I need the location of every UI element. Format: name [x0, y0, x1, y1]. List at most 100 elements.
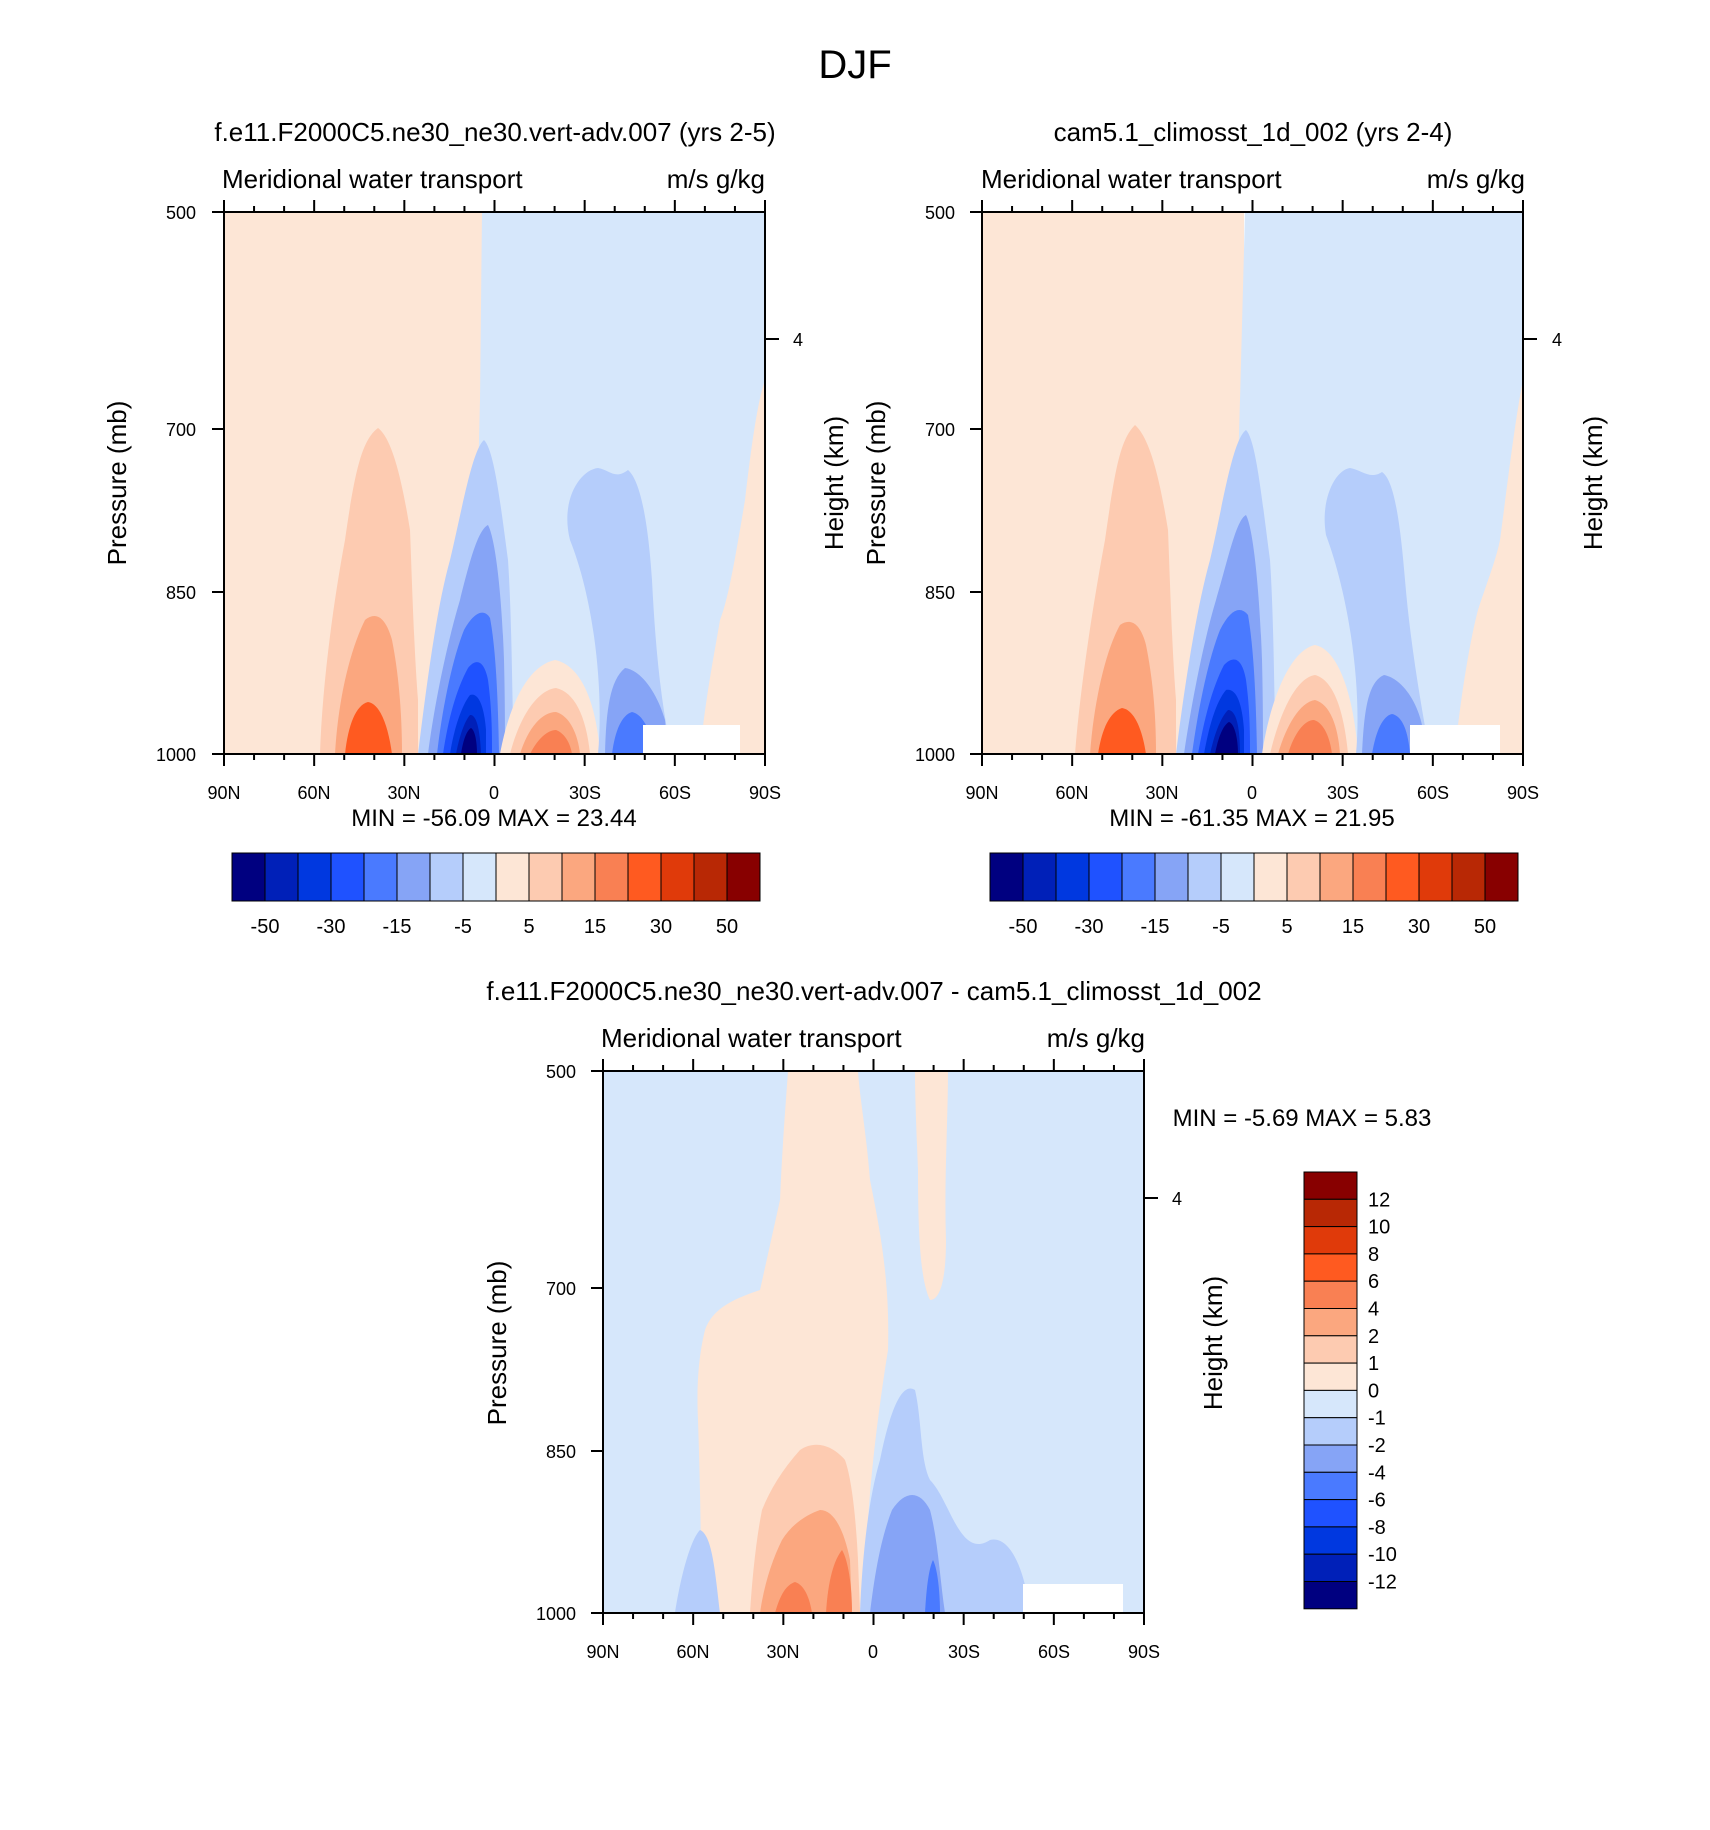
colorbar-1-swatch	[594, 852, 629, 902]
panel-2-plot	[981, 211, 1524, 755]
colorbar-1-swatch	[264, 852, 299, 902]
colorbar-1-swatch	[231, 852, 266, 902]
colorbar-2-swatch	[1418, 852, 1453, 902]
panel-2-contour-neg-7	[1215, 722, 1238, 754]
panel-2-xtick-6: 90S	[1507, 783, 1539, 803]
panel-2-right-label: m/s g/kg	[1427, 164, 1525, 194]
colorbar-3-swatch	[1303, 1444, 1358, 1473]
colorbar-1-label: -30	[317, 916, 346, 938]
panel-1-plot	[223, 211, 766, 755]
colorbar-1-swatch	[693, 852, 728, 902]
colorbar-1-swatch	[495, 852, 530, 902]
panel-3-contour-neg-2	[870, 1495, 945, 1613]
colorbar-2-swatch	[1319, 852, 1354, 902]
colorbar-3-swatch	[1303, 1171, 1358, 1200]
panel-1-xtick-6: 90S	[749, 783, 781, 803]
colorbar-3-label: 6	[1368, 1271, 1379, 1293]
panel-3-min-max: MIN = -5.69 MAX = 5.83	[1173, 1105, 1432, 1132]
panel-2-xtick-1: 60N	[1055, 783, 1088, 803]
panel-2-mask	[1410, 725, 1500, 754]
panel-3-ytick-right-0: 4	[1172, 1189, 1182, 1209]
colorbar-3-label: 8	[1368, 1244, 1379, 1266]
colorbar-3-label: 0	[1368, 1380, 1379, 1402]
colorbar-2-swatch	[1220, 852, 1255, 902]
panel-2-contour-neg-8	[1324, 468, 1430, 754]
colorbar-3-label: -12	[1368, 1572, 1397, 1594]
colorbar-3-label: 10	[1368, 1217, 1390, 1239]
panel-2-xtick-0: 90N	[965, 783, 998, 803]
panel-2-contour-pos-3	[1098, 708, 1146, 754]
panel-3-xtick-2: 30N	[766, 1642, 799, 1662]
colorbar-2-swatch	[989, 852, 1024, 902]
colorbar-2-swatch	[1055, 852, 1090, 902]
panel-1-ytick-1: 700	[166, 420, 196, 440]
colorbar-1-swatch	[396, 852, 431, 902]
panel-2-xticks: 90N 60N 30N 0 30S 60S 90S	[965, 783, 1539, 803]
colorbar-2-label: 50	[1474, 916, 1496, 938]
colorbar-3-swatch	[1303, 1198, 1358, 1228]
colorbars: -50 -30 -15 -5 5 15 30 50 -50 -30 -15 -5 5 15 30 501210…	[231, 852, 1519, 1610]
panel-2-ytick-2: 850	[925, 583, 955, 603]
colorbar-2-label: 5	[1281, 916, 1292, 938]
panel-3-plot	[602, 1070, 1145, 1614]
panel-1-ytick-2: 850	[166, 583, 196, 603]
panel-2-ytick-right-0: 4	[1552, 330, 1562, 350]
colorbar-1-swatch	[429, 852, 464, 902]
colorbar-2-label: -5	[1212, 916, 1230, 938]
panel-3-yticks: 500 700 850 1000 4	[536, 1062, 1182, 1624]
panel-3-ytick-0: 500	[546, 1062, 576, 1082]
colorbar-2-swatch	[1121, 852, 1156, 902]
panel-3-contour-neg-4	[675, 1530, 720, 1613]
colorbar-3-swatch	[1303, 1526, 1358, 1555]
colorbar-2-swatch	[1352, 852, 1387, 902]
panel-1-xtick-4: 30S	[569, 783, 601, 803]
panel-2-yticks: 500 700 850 1000 4	[915, 203, 1562, 765]
colorbar-1-swatch	[462, 852, 497, 902]
panel-1-contour-neg-7	[461, 728, 477, 754]
panel-3: f.e11.F2000C5.ne30_ne30.vert-adv.007 - c…	[482, 976, 1431, 1662]
colorbar-3-label: -1	[1368, 1408, 1386, 1430]
panel-1-ytick-right-0: 4	[793, 330, 803, 350]
panel-2-contour-pos-8	[1455, 380, 1523, 754]
panel-1-subtitle: f.e11.F2000C5.ne30_ne30.vert-adv.007 (yr…	[214, 117, 775, 147]
tick-marks	[212, 200, 1537, 1625]
colorbar-3-swatch	[1303, 1389, 1358, 1419]
panel-1-xtick-5: 60S	[659, 783, 691, 803]
panel-1-contour-pos-8	[700, 380, 765, 754]
panel-1-contour-pos-7	[530, 730, 572, 754]
panel-3-xtick-5: 60S	[1038, 1642, 1070, 1662]
panel-2-ylabel: Pressure (mb)	[861, 401, 891, 566]
colorbar-1-label: -50	[251, 916, 280, 938]
panel-3-left-label: Meridional water transport	[601, 1023, 902, 1053]
colorbar-3-swatch	[1303, 1499, 1358, 1528]
colorbar-2-swatch	[1451, 852, 1486, 902]
panel-2-contour-pos-2	[1090, 621, 1156, 754]
panel-3-xtick-1: 60N	[676, 1642, 709, 1662]
colorbar-3-swatch	[1303, 1471, 1358, 1501]
colorbar-3-swatch	[1303, 1417, 1358, 1446]
panel-3-xtick-3: 0	[868, 1642, 878, 1662]
colorbar-2-swatch	[1088, 852, 1123, 902]
colorbar-3-swatch	[1303, 1308, 1358, 1337]
panel-2-contour-pos-7	[1288, 720, 1332, 754]
panel-1-min-max: MIN = -56.09 MAX = 23.44	[351, 805, 636, 832]
panel-3-xtick-0: 90N	[586, 1642, 619, 1662]
colorbar-3-label: -10	[1368, 1544, 1397, 1566]
panel-3-right-label: m/s g/kg	[1047, 1023, 1145, 1053]
colorbar-1-label: 30	[650, 916, 672, 938]
panel-1-right-label: m/s g/kg	[667, 164, 765, 194]
colorbar-2-swatch	[1022, 852, 1057, 902]
panel-2-ytick-0: 500	[925, 203, 955, 223]
panel-3-ylabel: Pressure (mb)	[482, 1261, 512, 1426]
colorbar-3-label: 1	[1368, 1353, 1379, 1375]
colorbar-2-swatch	[1484, 852, 1519, 902]
colorbar-2-swatch	[1154, 852, 1189, 902]
panel-1-mask	[643, 725, 740, 754]
colorbar-2-swatch	[1286, 852, 1321, 902]
panel-3-xticks: 90N 60N 30N 0 30S 60S 90S	[586, 1642, 1160, 1662]
colorbar-2-label: -15	[1141, 916, 1170, 938]
colorbar-1-swatch	[561, 852, 596, 902]
panel-3-subtitle: f.e11.F2000C5.ne30_ne30.vert-adv.007 - c…	[486, 976, 1261, 1006]
panel-3-xtick-6: 90S	[1128, 1642, 1160, 1662]
panel-1-xtick-3: 0	[489, 783, 499, 803]
